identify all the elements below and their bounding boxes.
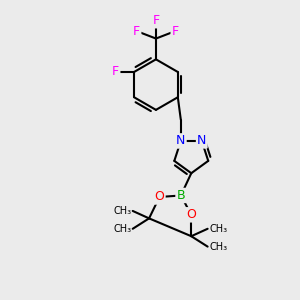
Text: CH₃: CH₃ (113, 224, 131, 234)
Text: N: N (197, 134, 206, 147)
Text: CH₃: CH₃ (209, 224, 227, 234)
Text: O: O (154, 190, 164, 203)
Text: F: F (172, 25, 179, 38)
Text: B: B (177, 189, 185, 202)
Text: CH₃: CH₃ (209, 242, 227, 252)
Text: F: F (112, 65, 119, 79)
Text: F: F (152, 14, 160, 27)
Text: F: F (133, 25, 140, 38)
Text: N: N (176, 134, 185, 147)
Text: CH₃: CH₃ (113, 206, 131, 216)
Text: O: O (186, 208, 196, 221)
